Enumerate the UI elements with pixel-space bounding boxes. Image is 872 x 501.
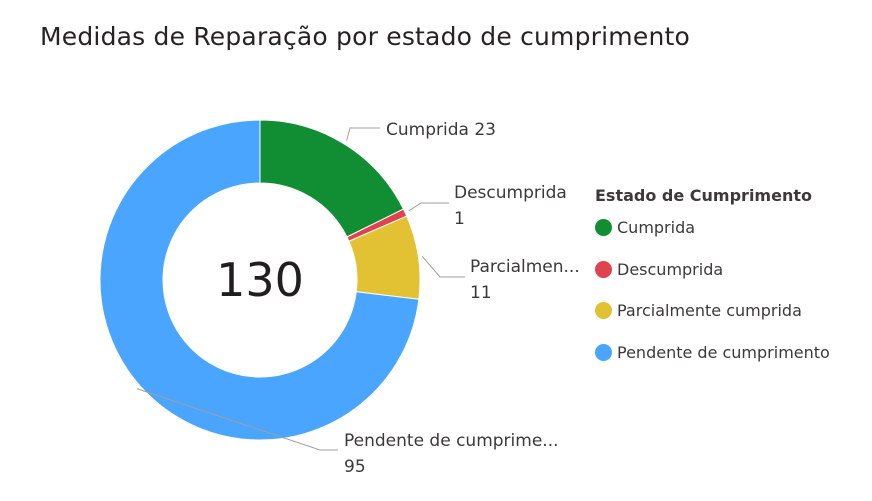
donut-slice-pendente-de-cumprimento[interactable] [99,119,420,441]
chart-title: Medidas de Reparação por estado de cumpr… [40,22,690,51]
legend-label: Descumprida [617,259,724,279]
legend-label: Pendente de cumprimento [617,342,830,362]
legend-item-parcialmente-cumprida[interactable]: Parcialmente cumprida [595,300,830,321]
leader-line [137,388,338,451]
legend-item-descumprida[interactable]: Descumprida [595,259,830,280]
legend-label: Parcialmente cumprida [617,301,802,320]
center-total: 130 [216,253,304,307]
legend-label: Cumprida [617,218,696,237]
legend: Estado de Cumprimento Cumprida Descumpri… [595,186,830,383]
legend-dot-icon [595,302,612,319]
legend-title: Estado de Cumprimento [595,186,812,205]
legend-item-pendente-de-cumprimento[interactable]: Pendente de cumprimento [595,342,830,363]
data-label: Cumprida 23 [386,120,496,140]
legend-dot-icon [595,343,612,361]
data-label: Descumprida 1 [454,183,567,229]
leader-line [421,255,465,278]
legend-dot-icon [595,219,612,236]
data-label: Pendente de cumprime... 95 [344,431,559,477]
legend-dot-icon [595,260,612,278]
leader-line [408,202,449,212]
data-label: Parcialmen... 11 [470,257,580,303]
leader-line [346,127,380,141]
legend-item-cumprida[interactable]: Cumprida [595,217,830,238]
